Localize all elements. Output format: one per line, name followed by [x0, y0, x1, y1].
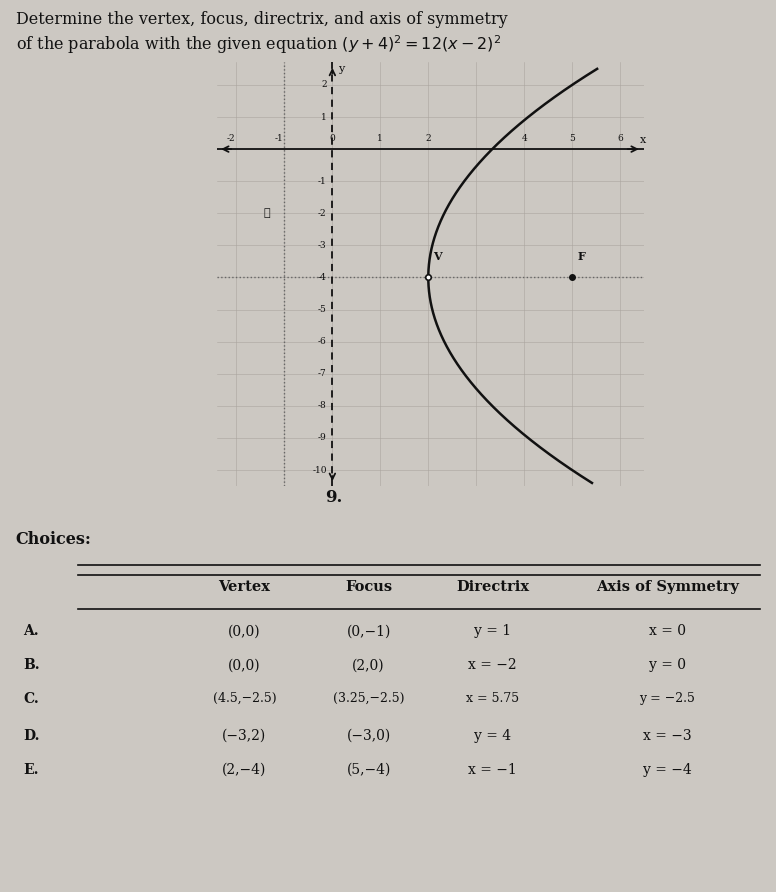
- Text: x: x: [640, 135, 646, 145]
- Text: E.: E.: [23, 763, 39, 777]
- Text: D.: D.: [23, 729, 40, 743]
- Text: (2,−4): (2,−4): [222, 763, 267, 777]
- Text: -1: -1: [318, 177, 327, 186]
- Text: y: y: [338, 64, 345, 74]
- Text: (−3,0): (−3,0): [346, 729, 391, 743]
- Text: Directrix: Directrix: [456, 580, 529, 594]
- Text: Axis of Symmetry: Axis of Symmetry: [596, 580, 739, 594]
- Text: (4.5,−2.5): (4.5,−2.5): [213, 692, 276, 706]
- Text: 5: 5: [570, 135, 575, 144]
- Text: x = 5.75: x = 5.75: [466, 692, 519, 706]
- Text: Choices:: Choices:: [16, 531, 92, 548]
- Text: -10: -10: [312, 466, 327, 475]
- Text: 0: 0: [330, 135, 335, 144]
- Text: x = −2: x = −2: [469, 658, 517, 673]
- Text: -5: -5: [317, 305, 327, 314]
- Text: (0,0): (0,0): [228, 624, 261, 639]
- Text: -2: -2: [318, 209, 327, 218]
- Text: 2: 2: [425, 135, 431, 144]
- Text: 4: 4: [521, 135, 527, 144]
- Text: 9.: 9.: [325, 489, 342, 506]
- Text: -4: -4: [318, 273, 327, 282]
- Text: -2: -2: [227, 135, 235, 144]
- Text: A.: A.: [23, 624, 39, 639]
- Text: 2: 2: [321, 80, 327, 89]
- Text: y = 0: y = 0: [649, 658, 686, 673]
- Text: y = −2.5: y = −2.5: [639, 692, 695, 706]
- Text: ℓ: ℓ: [263, 209, 270, 219]
- Text: Focus: Focus: [345, 580, 392, 594]
- Text: -9: -9: [318, 434, 327, 442]
- Text: -1: -1: [274, 135, 283, 144]
- Text: y = 4: y = 4: [474, 729, 511, 743]
- Text: y = 1: y = 1: [474, 624, 511, 639]
- Text: 1: 1: [320, 112, 327, 121]
- Text: x = −3: x = −3: [643, 729, 691, 743]
- Text: y = −4: y = −4: [643, 763, 691, 777]
- Text: (5,−4): (5,−4): [346, 763, 391, 777]
- Text: x = 0: x = 0: [649, 624, 686, 639]
- Text: Vertex: Vertex: [218, 580, 271, 594]
- Text: -3: -3: [318, 241, 327, 250]
- Text: C.: C.: [23, 692, 39, 706]
- Text: x = −1: x = −1: [469, 763, 517, 777]
- Text: (−3,2): (−3,2): [222, 729, 267, 743]
- Text: (0,−1): (0,−1): [346, 624, 391, 639]
- Text: (3.25,−2.5): (3.25,−2.5): [333, 692, 404, 706]
- Text: B.: B.: [23, 658, 40, 673]
- Text: (0,0): (0,0): [228, 658, 261, 673]
- Text: V: V: [433, 251, 442, 262]
- Text: 1: 1: [377, 135, 383, 144]
- Text: of the parabola with the given equation $(y+4)^2 = 12(x-2)^2$: of the parabola with the given equation …: [16, 33, 501, 55]
- Text: -8: -8: [318, 401, 327, 410]
- Text: -7: -7: [318, 369, 327, 378]
- Text: (2,0): (2,0): [352, 658, 385, 673]
- Text: F: F: [578, 251, 586, 262]
- Text: 6: 6: [617, 135, 623, 144]
- Text: -6: -6: [318, 337, 327, 346]
- Text: Determine the vertex, focus, directrix, and axis of symmetry: Determine the vertex, focus, directrix, …: [16, 11, 508, 28]
